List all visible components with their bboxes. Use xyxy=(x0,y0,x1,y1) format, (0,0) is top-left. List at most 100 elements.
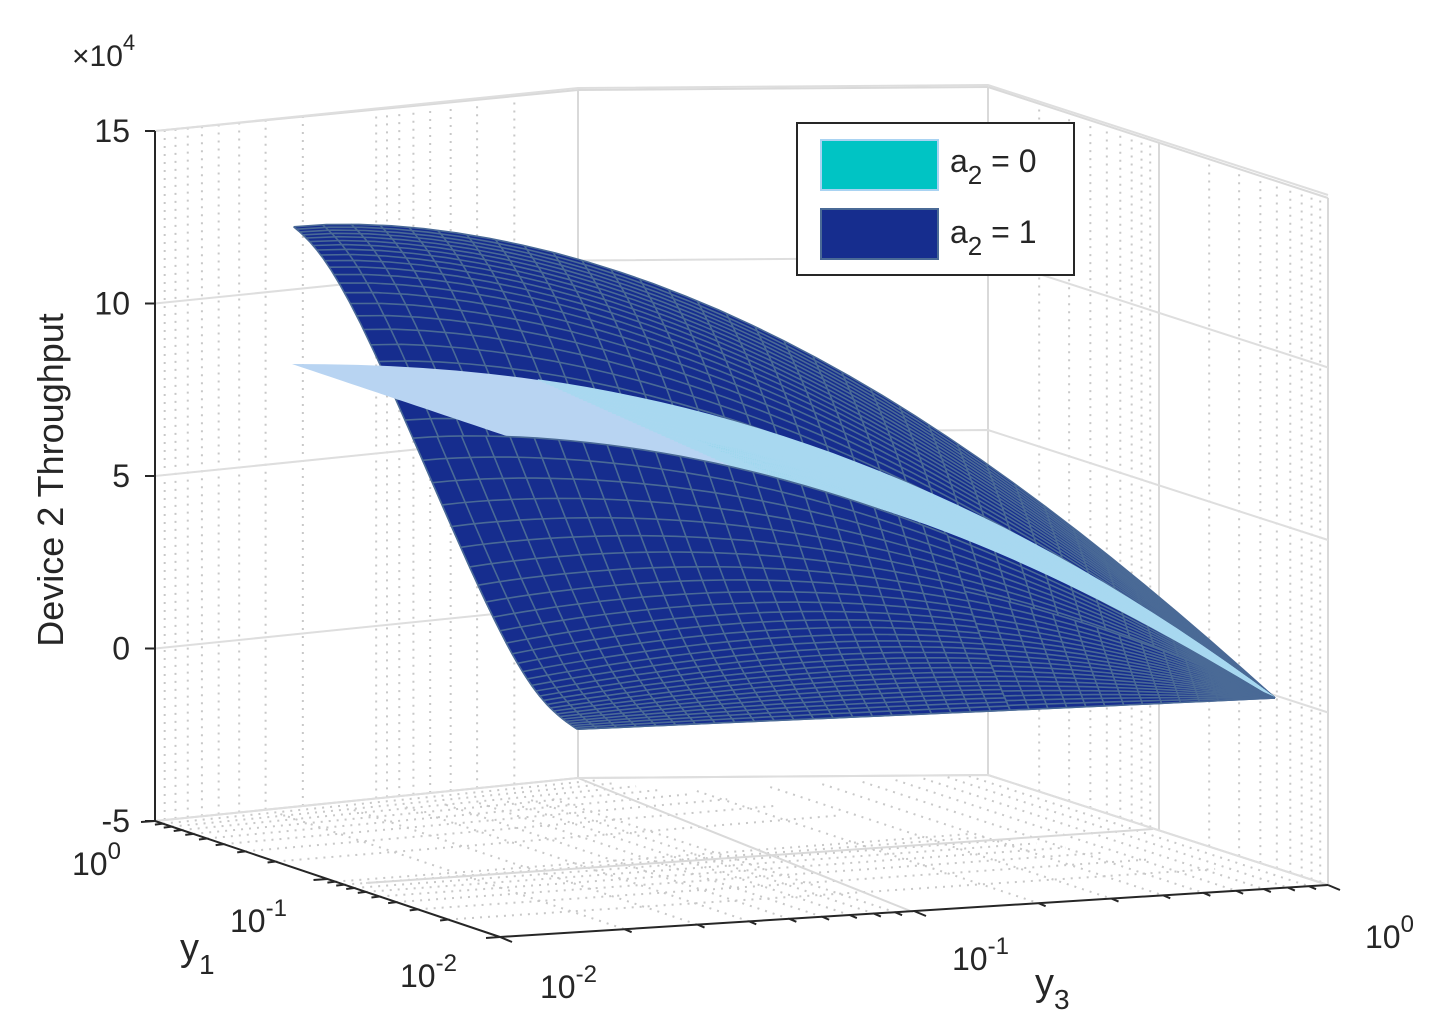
surface-a2-1-mesh-line xyxy=(333,273,1276,699)
surface-a2-1-right-mesh-line xyxy=(989,659,1276,699)
y1-tick xyxy=(163,825,172,829)
legend-label-a2-1: a2 = 1 xyxy=(950,214,1037,261)
surface-a2-1-front-mesh-line xyxy=(485,579,969,603)
surface-a2-1-right-mesh-line xyxy=(980,636,1276,699)
surface-a2-1-right-mesh-line xyxy=(1008,697,1276,707)
minor-grid-floor-y1 xyxy=(181,785,637,831)
minor-grid-floor-y1 xyxy=(448,867,1216,921)
minor-grid-floor-y3 xyxy=(445,803,790,920)
z-multiplier: ×104 xyxy=(72,30,135,73)
surface-a2-1-front-mesh-line xyxy=(565,693,1004,723)
minor-grid-floor-y3 xyxy=(552,798,896,914)
surface-a2-1-right-mesh-line xyxy=(985,648,1276,699)
y1-tick xyxy=(327,880,336,884)
surface-a2-1-right-mesh-line xyxy=(1006,696,1276,702)
minor-grid-floor-y1 xyxy=(379,846,1066,898)
surface-a2-1-front-mesh-line xyxy=(577,709,1011,730)
y3-tick xyxy=(1162,894,1171,900)
legend-swatch-a2-0 xyxy=(820,139,939,191)
surface-a2-1-mesh-line xyxy=(338,282,1276,699)
y1-axis-label-sub: 1 xyxy=(199,949,215,980)
y3-tick xyxy=(1308,885,1317,891)
surface-a2-1-front-mesh-line xyxy=(574,705,1009,729)
y3-tick xyxy=(894,911,903,917)
y1-tick-label: 10-1 xyxy=(230,895,287,939)
z-axis-label: Device 2 Throughput xyxy=(30,313,71,647)
major-grid-floor xyxy=(577,777,914,913)
y3-tick-base: 10 xyxy=(1365,919,1401,955)
y3-axis-label-main: y xyxy=(1035,962,1054,1004)
surface-a2-1-front-mesh-line xyxy=(562,688,1002,720)
surface-a2-1-front-mesh-line xyxy=(571,701,1007,727)
legend-label-a2-0-sub: 2 xyxy=(968,160,982,190)
surface-a2-1-mesh-line xyxy=(293,223,1276,699)
axis-ticks xyxy=(140,130,1341,943)
y1-tick xyxy=(371,895,380,899)
minor-grid-floor-y1 xyxy=(396,851,1103,904)
y1-tick xyxy=(154,822,164,826)
surface-a2-1-front-mesh-line xyxy=(550,671,995,709)
surface-a2-1-front-mesh-line xyxy=(469,551,964,587)
minor-grid-floor-y1 xyxy=(354,838,1012,889)
y3-tick-label: 10-1 xyxy=(952,933,1009,977)
legend-label-a2-1-suffix: = 1 xyxy=(982,214,1036,250)
y1-tick-exp: -1 xyxy=(266,895,287,922)
y1-tick xyxy=(409,908,418,912)
y1-tick-base: 10 xyxy=(72,846,108,882)
y1-tick xyxy=(237,850,246,854)
y1-tick xyxy=(173,828,182,832)
minor-grid-floor-y1 xyxy=(365,842,1037,893)
surface-a2-1-front xyxy=(412,435,1276,730)
surface-a2-1-right-mesh-line xyxy=(1010,697,1276,711)
surface-a2-0 xyxy=(292,364,1276,699)
legend-label-a2-0-main: a xyxy=(950,143,968,179)
surface-a2-1-mesh-line xyxy=(329,266,1276,699)
y3-tick-base: 10 xyxy=(540,969,576,1005)
z-tick-label: 0 xyxy=(112,631,130,667)
y3-tick-exp: -2 xyxy=(576,961,597,988)
minor-grid-floor-y3 xyxy=(530,799,875,915)
right-top xyxy=(987,86,1329,199)
y1-tick xyxy=(485,936,501,939)
surface-a2-1-front-mesh-line xyxy=(493,590,971,618)
y3-tick-label: 10-2 xyxy=(540,961,597,1005)
surface-a2-1-front-mesh-line xyxy=(460,534,961,579)
surface-a2-1-front-mesh-line xyxy=(559,684,1000,718)
y1-tick xyxy=(357,890,366,894)
surface-a2-1-mesh-line xyxy=(306,235,1276,699)
y3-tick xyxy=(849,914,858,919)
y1-tick-base: 10 xyxy=(230,903,266,939)
surface-a2-1-front-mesh-line xyxy=(422,456,951,545)
minor-grid-floor-y1 xyxy=(206,793,691,840)
surface-a2-1-right-mesh-line xyxy=(964,590,1276,699)
surface-a2-1-right-mesh-line xyxy=(993,670,1276,699)
z-multiplier-exponent: 4 xyxy=(123,30,135,55)
surface-a2-1-front-mesh-line xyxy=(539,657,990,697)
surface-a2-1-front-mesh-line xyxy=(506,610,976,644)
surface-a2-1-front-mesh-line xyxy=(511,619,978,655)
y3-tick xyxy=(697,923,705,929)
surface-a2-1-right-mesh-line xyxy=(1001,689,1276,699)
surface-a2-1-front-mesh-line xyxy=(477,566,966,595)
surface-a2-1-front-mesh-line xyxy=(535,651,988,692)
y3-axis-label-sub: 3 xyxy=(1054,984,1070,1015)
y1-tick xyxy=(140,820,156,823)
minor-grid-floor-y1 xyxy=(162,779,596,825)
z-gridline xyxy=(154,83,1329,196)
surface-a2-1-right-mesh-line xyxy=(967,599,1276,699)
z-multiplier-prefix: × xyxy=(72,40,90,73)
surface-a2-1-right-mesh-line xyxy=(978,629,1276,699)
legend-label-a2-0-suffix: = 0 xyxy=(982,143,1036,179)
y3-axis-label: y3 xyxy=(1035,962,1070,1015)
surface-a2-1-right-mesh-line xyxy=(975,622,1276,699)
y1-tick xyxy=(346,886,355,890)
surface-a2-1-front-mesh-line xyxy=(527,640,984,680)
surface-a2-1-front-mesh-line xyxy=(543,661,991,702)
legend: a2 = 0 a2 = 1 xyxy=(796,122,1075,276)
surface-a2-1-front-mesh-line xyxy=(517,626,980,665)
y3-tick xyxy=(873,912,882,918)
y3-tick xyxy=(1287,886,1296,892)
surface-a2-1-front-mesh-line xyxy=(568,697,1005,725)
